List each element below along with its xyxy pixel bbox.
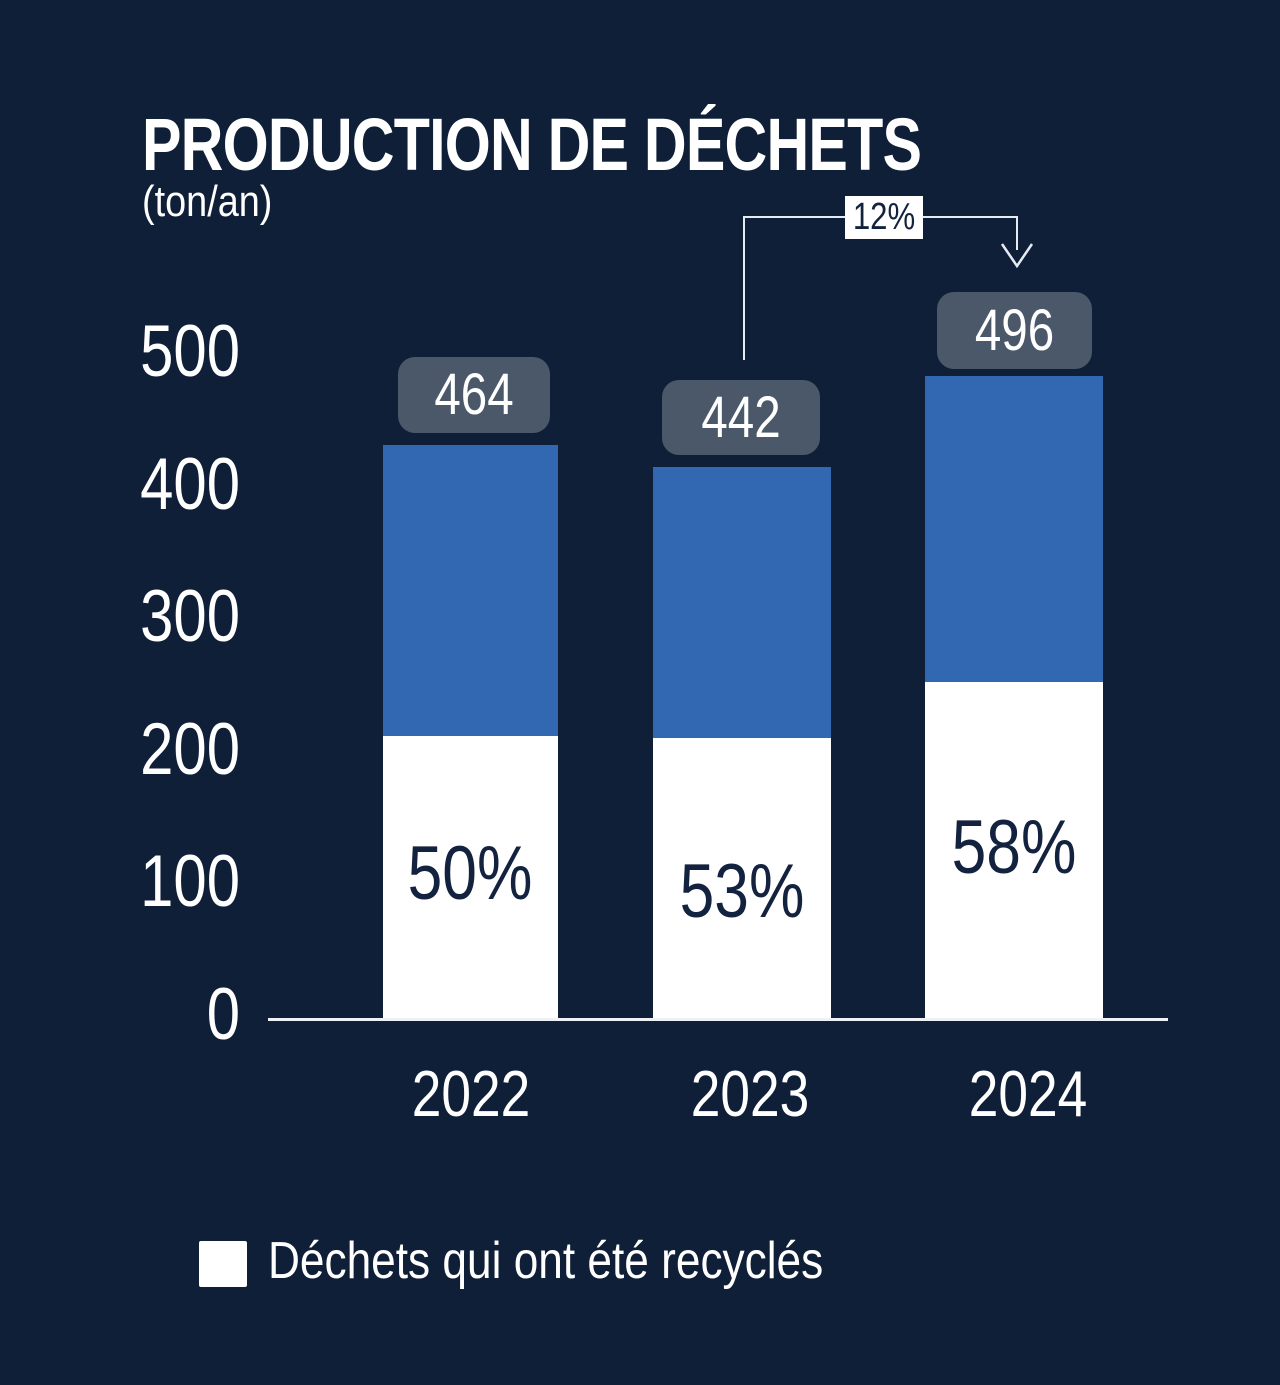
- x-axis-line: [268, 1018, 1168, 1021]
- percent-label-2024: 58%: [951, 805, 1077, 890]
- total-value-2023: 442: [701, 385, 781, 450]
- bar-2023-recycled-segment: [653, 738, 831, 1019]
- legend-recycled-swatch: [199, 1241, 247, 1287]
- y-tick-500: 500: [140, 311, 240, 392]
- y-tick-0: 0: [206, 974, 240, 1055]
- total-badge-2023: 442: [662, 380, 820, 455]
- percent-label-2023: 53%: [679, 849, 805, 934]
- annotation-delta-badge: 12%: [845, 196, 923, 239]
- x-label-2022: 2022: [411, 1057, 531, 1130]
- total-value-2022: 464: [434, 362, 514, 427]
- bar-2023-nonrecycled-segment: [653, 467, 831, 738]
- y-tick-100: 100: [140, 841, 240, 922]
- annotation-connector-right: [1016, 216, 1018, 250]
- total-value-2024: 496: [974, 298, 1055, 363]
- bar-2024-nonrecycled-segment: [925, 376, 1103, 682]
- x-label-2023: 2023: [690, 1057, 810, 1130]
- chart-unit-label: (ton/an): [142, 177, 273, 226]
- chart-title: PRODUCTION DE DÉCHETS: [142, 103, 922, 186]
- y-tick-200: 200: [140, 709, 240, 790]
- y-tick-300: 300: [140, 576, 240, 657]
- bar-2022-recycled-segment: [383, 736, 558, 1019]
- bar-2022-nonrecycled-segment: [383, 445, 558, 736]
- bar-2024-recycled-segment: [925, 682, 1103, 1019]
- total-badge-2024: 496: [937, 292, 1092, 369]
- arrow-down-icon: [1000, 243, 1034, 269]
- annotation-delta-label: 12%: [852, 196, 916, 238]
- annotation-connector-left: [743, 216, 745, 360]
- total-badge-2022: 464: [398, 357, 550, 433]
- legend-recycled-label: Déchets qui ont été recyclés: [268, 1232, 824, 1290]
- percent-label-2022: 50%: [407, 831, 533, 916]
- x-label-2024: 2024: [968, 1057, 1088, 1130]
- y-tick-400: 400: [140, 444, 240, 525]
